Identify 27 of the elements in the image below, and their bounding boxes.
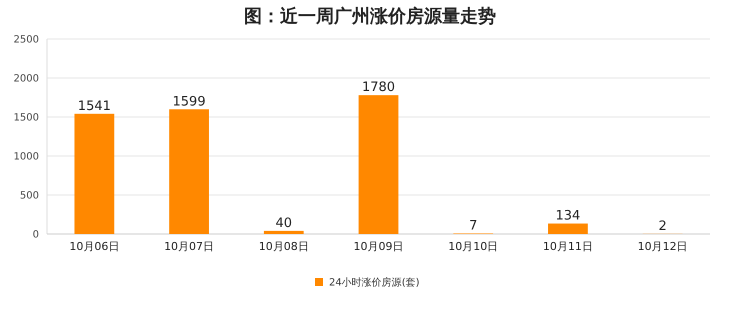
data-label: 40 (276, 216, 292, 231)
x-tick-label: 10月10日 (448, 240, 498, 253)
x-tick-label: 10月11日 (542, 240, 593, 253)
bar (264, 230, 304, 234)
data-label: 1599 (172, 94, 206, 110)
data-label: 2 (658, 218, 667, 234)
y-tick-label: 2000 (14, 74, 39, 84)
y-tick-label: 1000 (14, 152, 39, 162)
bar (169, 109, 209, 234)
x-tick-label: 10月09日 (354, 240, 404, 253)
x-tick-label: 10月08日 (258, 240, 309, 253)
data-label: 7 (469, 218, 478, 234)
data-label: 1780 (362, 80, 396, 96)
data-label: 134 (556, 208, 580, 224)
x-tick-label: 10月12日 (638, 240, 688, 253)
y-tick-label: 1500 (14, 112, 39, 124)
y-tick-label: 500 (20, 190, 39, 202)
y-tick-label: 2500 (14, 34, 39, 46)
legend-label: 24小时涨价房源(套) (329, 276, 420, 288)
bar (548, 224, 588, 234)
x-tick-label: 10月06日 (69, 240, 120, 253)
data-label: 1541 (78, 98, 111, 114)
x-tick-label: 10月07日 (164, 240, 214, 253)
y-tick-label: 0 (32, 230, 39, 240)
bar (358, 95, 398, 234)
chart-title: 图：近一周广州涨价房源量走势 (244, 6, 496, 27)
bar (74, 114, 114, 234)
